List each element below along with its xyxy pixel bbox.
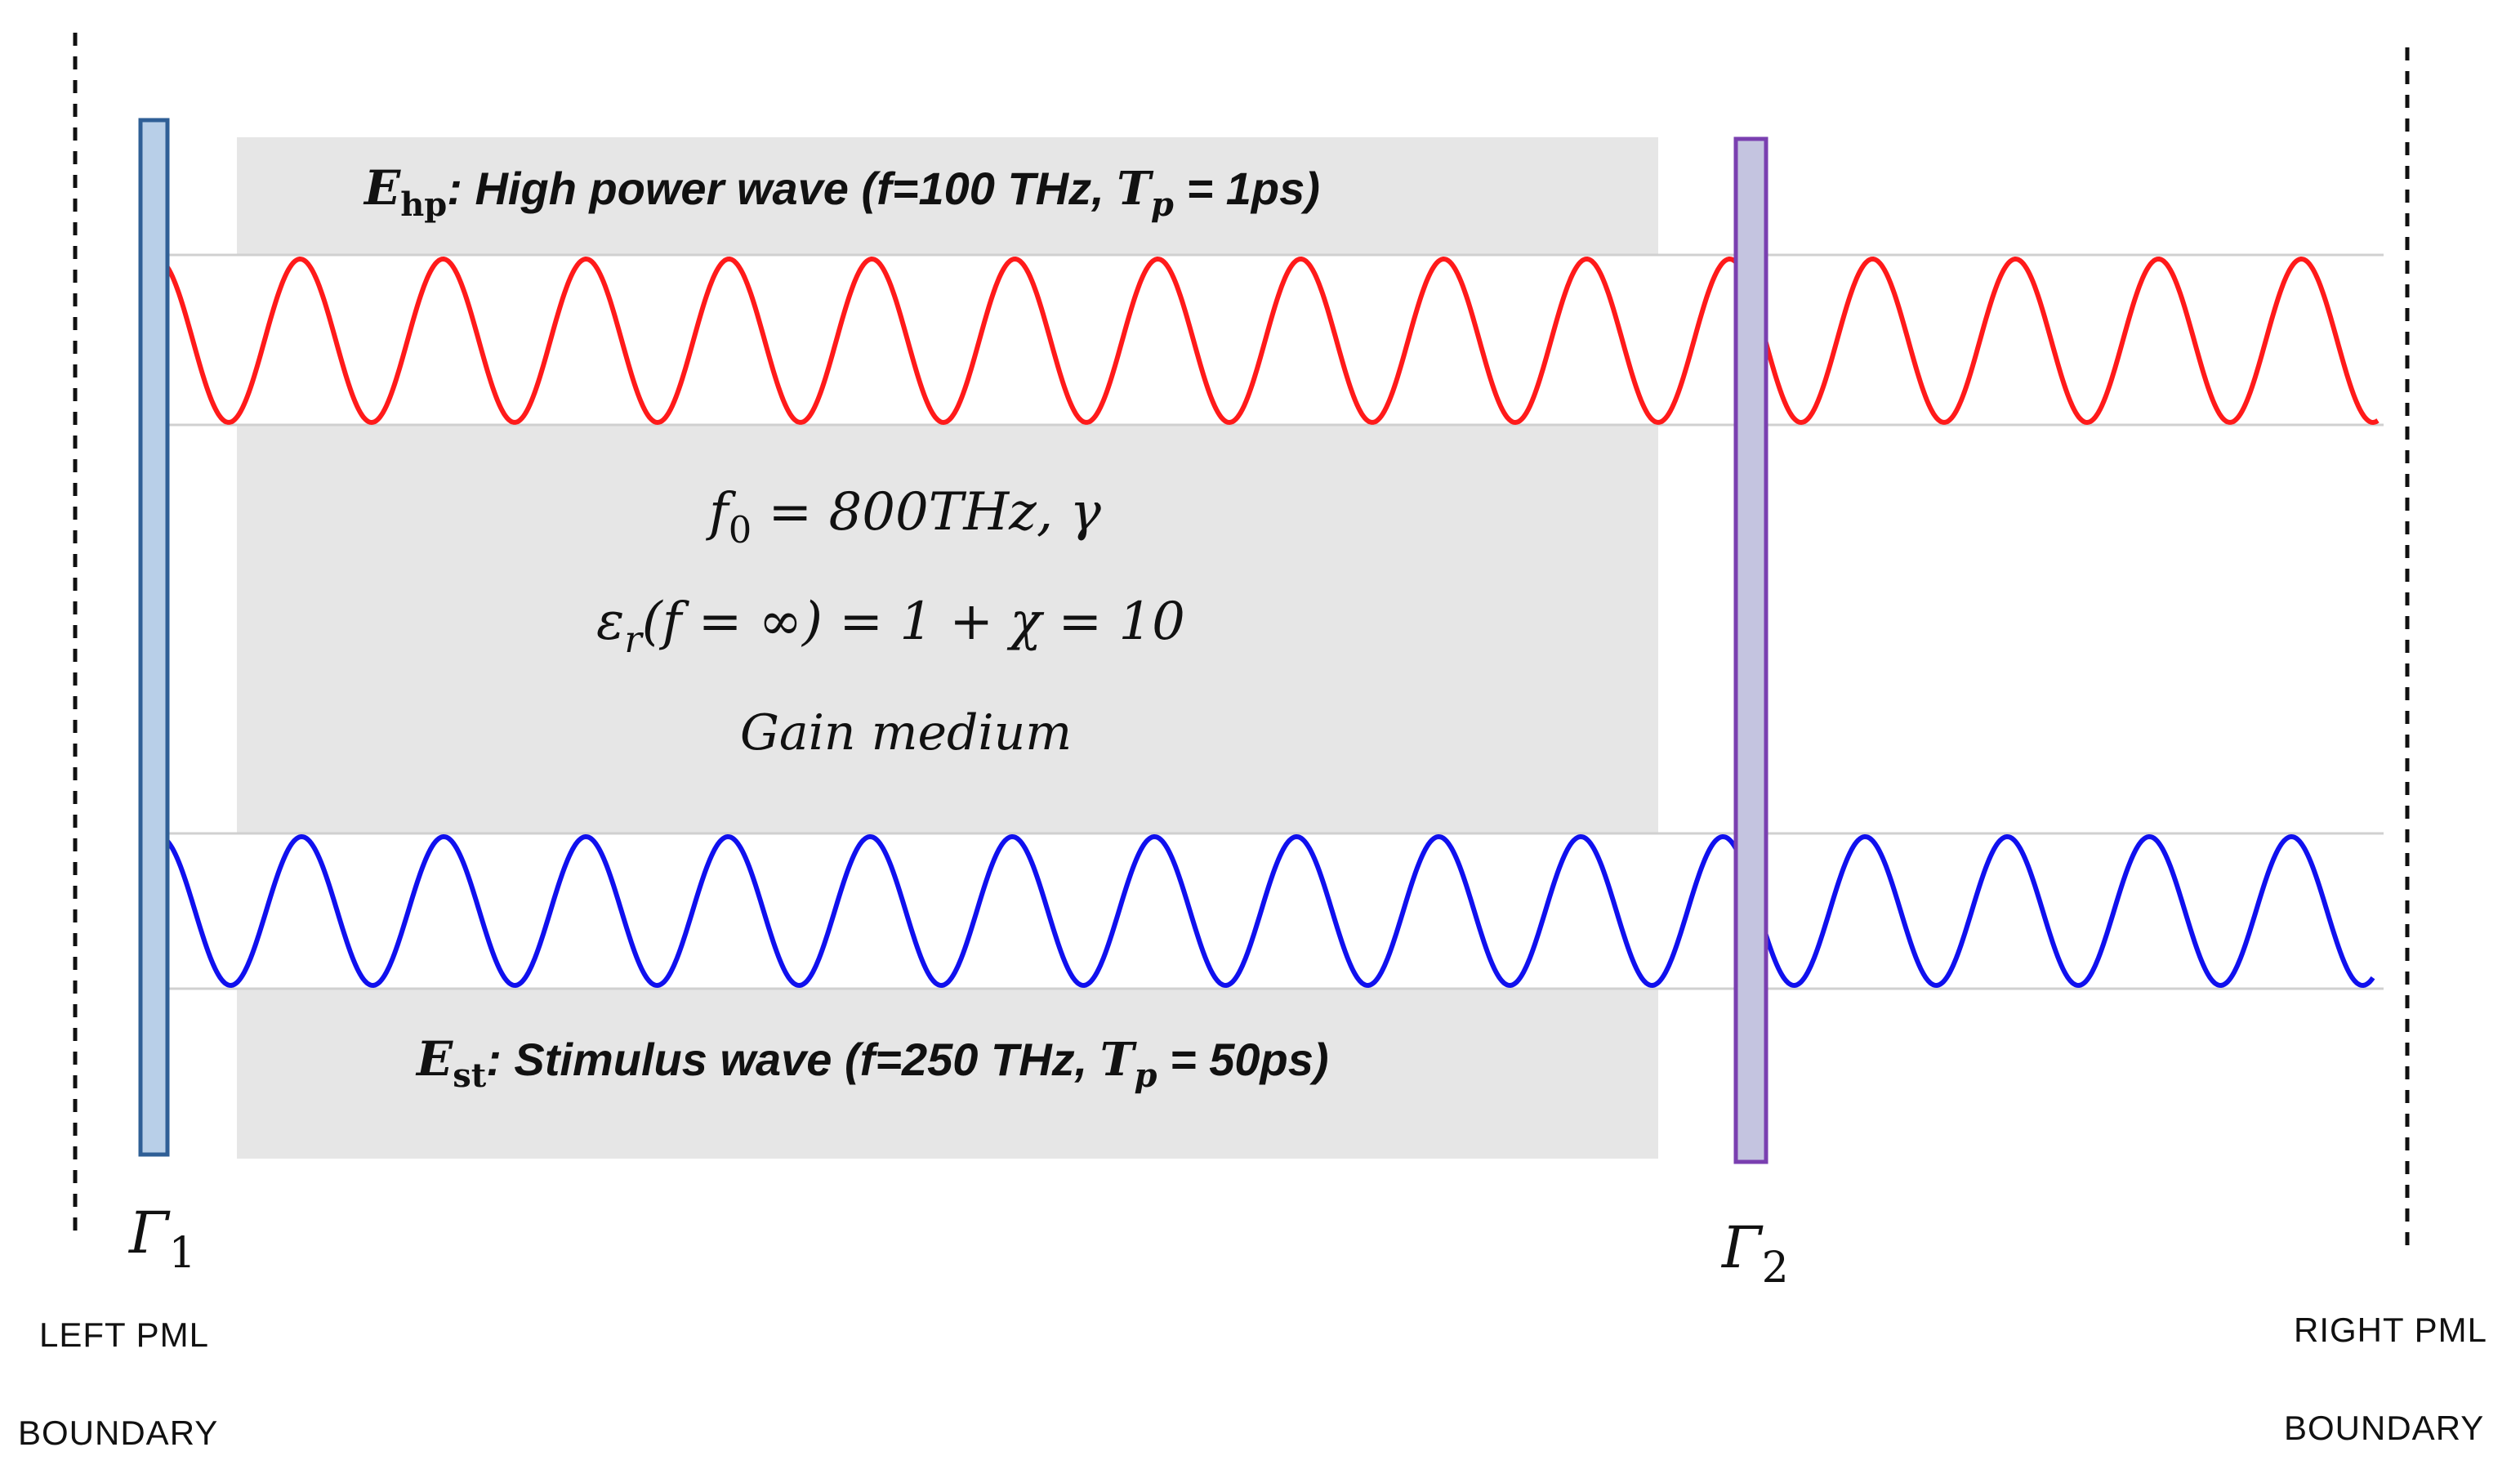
gamma-1-symbol: Γ (129, 1199, 169, 1266)
left-pml-label-line2: BOUNDARY (18, 1414, 219, 1452)
resonance-frequency-equation: f0 = 800THz, γ (709, 482, 1101, 552)
f0-value: = 800THz, γ (752, 482, 1101, 543)
high-power-wave-label: Ehp: High power wave (f=100 THz, Tp = 1p… (364, 160, 1320, 224)
stimulus-wave (165, 834, 2375, 988)
gain-medium-label: Gain medium (740, 704, 1073, 762)
st-tp-symbol: T (1099, 1033, 1135, 1087)
epsilon-subscript: r (624, 617, 642, 661)
st-description: : Stimulus wave (f=250 THz, (486, 1034, 1100, 1085)
permittivity-equation: εr(f = ∞) = 1 + χ = 10 (596, 592, 1185, 661)
gamma-2-symbol: Γ (1722, 1214, 1762, 1281)
left-pml-label-line1: LEFT PML (39, 1315, 209, 1354)
hp-tp-subscript: p (1150, 185, 1174, 224)
epsilon-value: (f = ∞) = 1 + χ = 10 (641, 592, 1185, 652)
mirror-gamma-1 (138, 118, 170, 1157)
epsilon-symbol: ε (596, 592, 625, 652)
right-pml-label-line2: BOUNDARY (2284, 1409, 2485, 1447)
hp-field-subscript: hp (400, 185, 448, 224)
gamma-1-label: Γ1 (129, 1199, 196, 1278)
stimulus-wave-strip (162, 833, 2384, 989)
gamma-2-subscript: 2 (1761, 1244, 1789, 1293)
hp-tp-symbol: T (1117, 162, 1151, 216)
mirror-gamma-2 (1733, 136, 1768, 1164)
high-power-wave (165, 257, 2380, 425)
hp-tp-value: = 1ps) (1173, 163, 1320, 214)
gamma-1-subscript: 1 (168, 1229, 196, 1279)
f0-symbol: f (709, 482, 729, 543)
st-field-subscript: st (453, 1056, 487, 1095)
st-tp-subscript: p (1134, 1056, 1157, 1095)
gamma-2-label: Γ2 (1722, 1214, 1789, 1293)
hp-description: : High power wave (f=100 THz, (447, 163, 1117, 214)
hp-field-symbol: E (364, 160, 401, 216)
st-tp-value: = 50ps) (1157, 1034, 1329, 1085)
f0-subscript: 0 (728, 507, 752, 552)
stimulus-wave-label: Est: Stimulus wave (f=250 THz, Tp = 50ps… (417, 1031, 1329, 1095)
st-field-symbol: E (417, 1031, 453, 1087)
right-pml-label-line1: RIGHT PML (2294, 1311, 2487, 1349)
